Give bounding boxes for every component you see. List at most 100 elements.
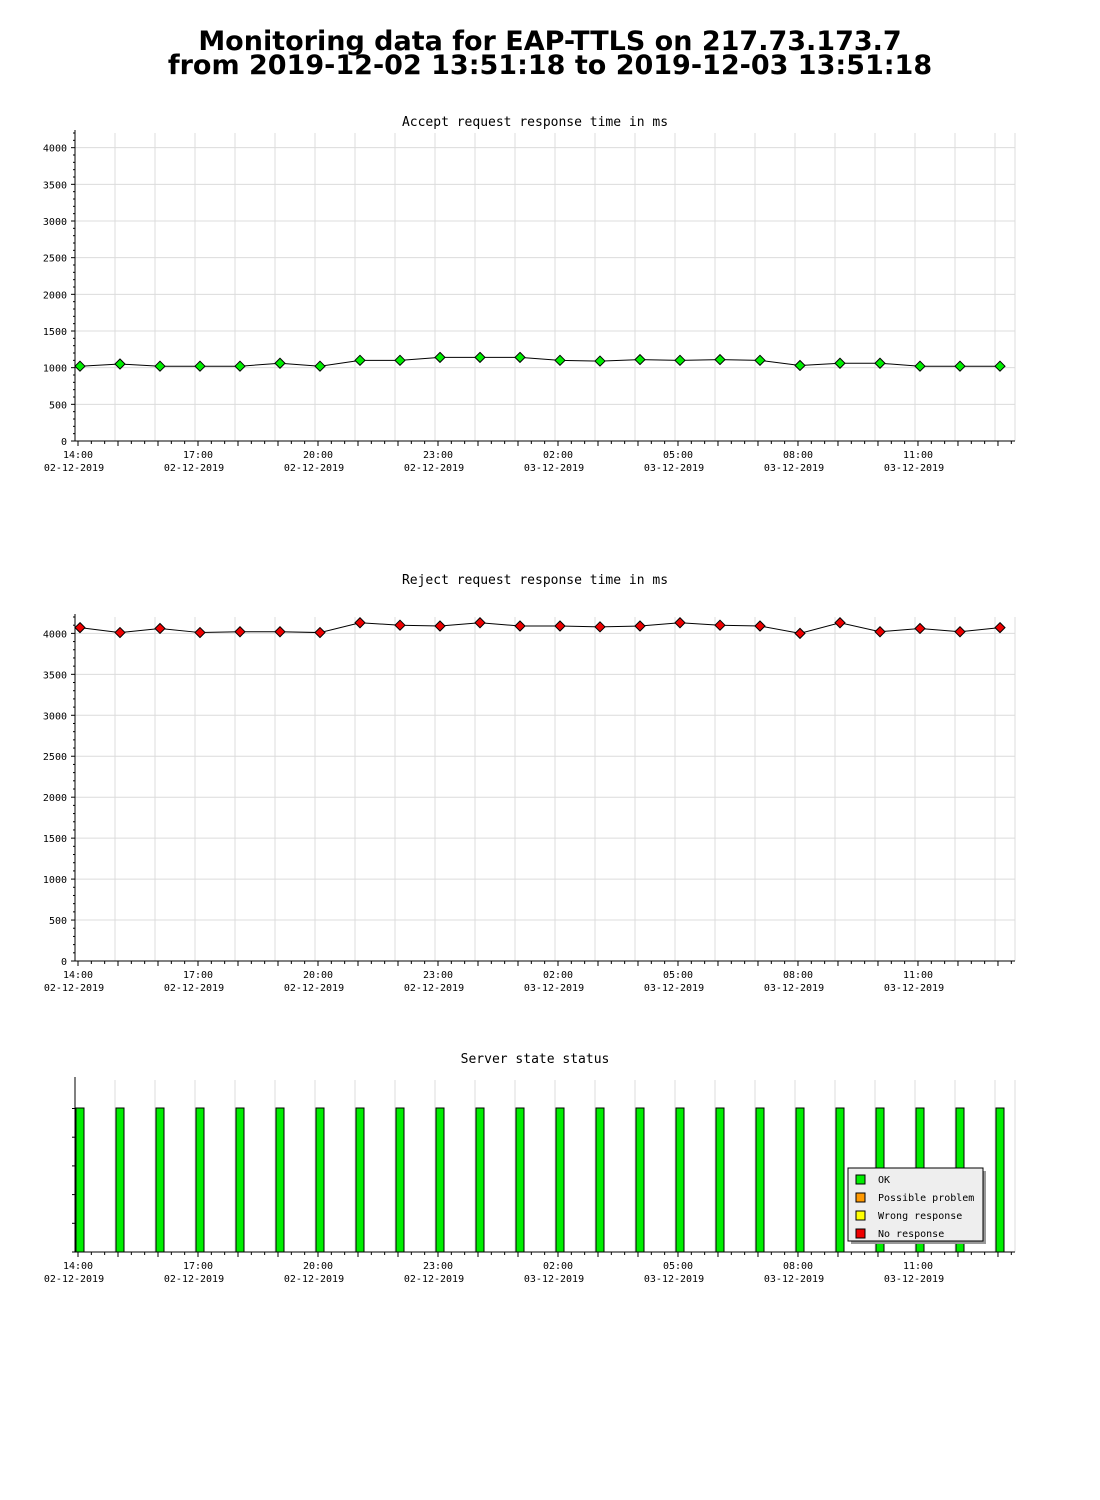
accept-x-tick-date: 02-12-2019	[44, 463, 104, 474]
reject-data-point	[154, 622, 166, 635]
reject-y-tick-label: 2500	[43, 752, 67, 763]
accept-data-point	[314, 360, 326, 372]
status-x-tick-time: 17:00	[183, 1261, 213, 1272]
reject-chart-title: Reject request response time in ms	[402, 573, 668, 588]
accept-data-point	[874, 357, 886, 369]
accept-y-tick-label: 2500	[43, 254, 67, 265]
accept-x-tick-time: 23:00	[423, 450, 453, 461]
reject-x-tick-date: 03-12-2019	[764, 983, 824, 994]
status-bar	[595, 1107, 605, 1253]
reject-data-point	[194, 626, 206, 639]
accept-data-point	[794, 359, 806, 372]
accept-x-tick-date: 03-12-2019	[764, 463, 824, 474]
reject-x-tick-date: 02-12-2019	[404, 983, 464, 994]
accept-data-point	[834, 357, 846, 369]
status-bar	[195, 1107, 205, 1253]
accept-x-tick-time: 17:00	[183, 450, 213, 461]
reject-x-tick-date: 03-12-2019	[524, 983, 584, 994]
legend-swatch	[855, 1174, 866, 1185]
legend-label: OK	[878, 1175, 890, 1186]
status-bar	[75, 1107, 85, 1253]
reject-y-tick-label: 2000	[43, 793, 67, 804]
reject-x-tick-date: 03-12-2019	[884, 983, 944, 994]
accept-x-tick-time: 14:00	[63, 450, 93, 461]
reject-x-tick-date: 02-12-2019	[164, 983, 224, 994]
legend-swatch	[855, 1210, 866, 1221]
status-chart-title: Server state status	[461, 1052, 610, 1067]
accept-data-point	[474, 351, 486, 364]
reject-y-tick-label: 0	[61, 957, 67, 968]
accept-chart-title: Accept request response time in ms	[402, 115, 668, 130]
status-x-tick-time: 02:00	[543, 1261, 573, 1272]
reject-data-point	[514, 620, 526, 632]
reject-x-tick-time: 14:00	[63, 970, 93, 981]
accept-y-tick-label: 3500	[43, 180, 67, 191]
legend-box	[847, 1167, 984, 1242]
reject-data-point	[834, 617, 846, 629]
accept-x-tick-date: 02-12-2019	[284, 463, 344, 474]
status-x-tick-date: 03-12-2019	[884, 1274, 944, 1285]
accept-y-tick-label: 500	[49, 400, 67, 411]
accept-data-point	[434, 351, 446, 364]
legend-label: Wrong response	[878, 1211, 962, 1222]
accept-data-point	[914, 360, 926, 372]
status-x-tick-time: 20:00	[303, 1261, 333, 1272]
accept-data-point	[954, 360, 966, 372]
accept-data-point	[114, 358, 126, 370]
status-bar	[675, 1107, 685, 1253]
reject-data-point	[794, 627, 806, 640]
accept-x-tick-time: 05:00	[663, 450, 693, 461]
reject-data-point	[634, 620, 646, 632]
status-bar	[835, 1107, 845, 1253]
reject-data-point	[754, 620, 766, 632]
reject-y-tick-label: 1000	[43, 875, 67, 886]
accept-data-point	[514, 351, 526, 364]
status-x-tick-time: 05:00	[663, 1261, 693, 1272]
reject-data-point	[554, 620, 566, 632]
accept-data-point	[274, 357, 286, 369]
page-title-line-1: Monitoring data for EAP-TTLS on 217.73.1…	[198, 26, 902, 57]
legend-swatch	[855, 1192, 866, 1203]
reject-data-point	[394, 619, 406, 631]
accept-response-chart: Accept request response time in ms 0 500 1…	[43, 115, 1016, 474]
reject-x-tick-time: 20:00	[303, 970, 333, 981]
status-x-tick-time: 11:00	[903, 1261, 933, 1272]
reject-x-tick-date: 02-12-2019	[44, 983, 104, 994]
status-bar	[995, 1107, 1005, 1253]
reject-x-tick-time: 02:00	[543, 970, 573, 981]
accept-data-point	[674, 354, 686, 367]
accept-x-tick-time: 02:00	[543, 450, 573, 461]
reject-data-point	[314, 626, 326, 639]
accept-data-point	[634, 353, 646, 366]
status-bar	[635, 1107, 645, 1253]
reject-x-tick-time: 11:00	[903, 970, 933, 981]
reject-y-tick-label: 3000	[43, 711, 67, 722]
reject-data-point	[234, 626, 246, 638]
accept-data-point	[594, 355, 606, 367]
accept-data-point	[74, 360, 86, 372]
status-x-tick-date: 03-12-2019	[644, 1274, 704, 1285]
reject-data-point	[874, 626, 886, 638]
reject-data-point	[594, 621, 606, 633]
reject-x-tick-date: 02-12-2019	[284, 983, 344, 994]
reject-data-point	[954, 626, 966, 638]
reject-data-point	[354, 617, 366, 629]
status-bar	[275, 1107, 285, 1253]
accept-y-tick-label: 1500	[43, 327, 67, 338]
status-bar	[395, 1107, 405, 1253]
status-bar	[475, 1107, 485, 1253]
accept-x-tick-time: 20:00	[303, 450, 333, 461]
reject-x-tick-time: 23:00	[423, 970, 453, 981]
accept-data-point	[234, 360, 246, 372]
status-x-tick-time: 23:00	[423, 1261, 453, 1272]
status-bar	[715, 1107, 725, 1253]
accept-x-tick-time: 11:00	[903, 450, 933, 461]
status-x-tick-date: 02-12-2019	[44, 1274, 104, 1285]
status-bar	[795, 1107, 805, 1253]
accept-y-tick-label: 4000	[43, 144, 67, 155]
accept-series-line	[79, 356, 1000, 367]
accept-y-tick-label: 2000	[43, 290, 67, 301]
status-x-tick-time: 14:00	[63, 1261, 93, 1272]
accept-data-point	[394, 354, 406, 367]
accept-data-point	[994, 360, 1006, 372]
